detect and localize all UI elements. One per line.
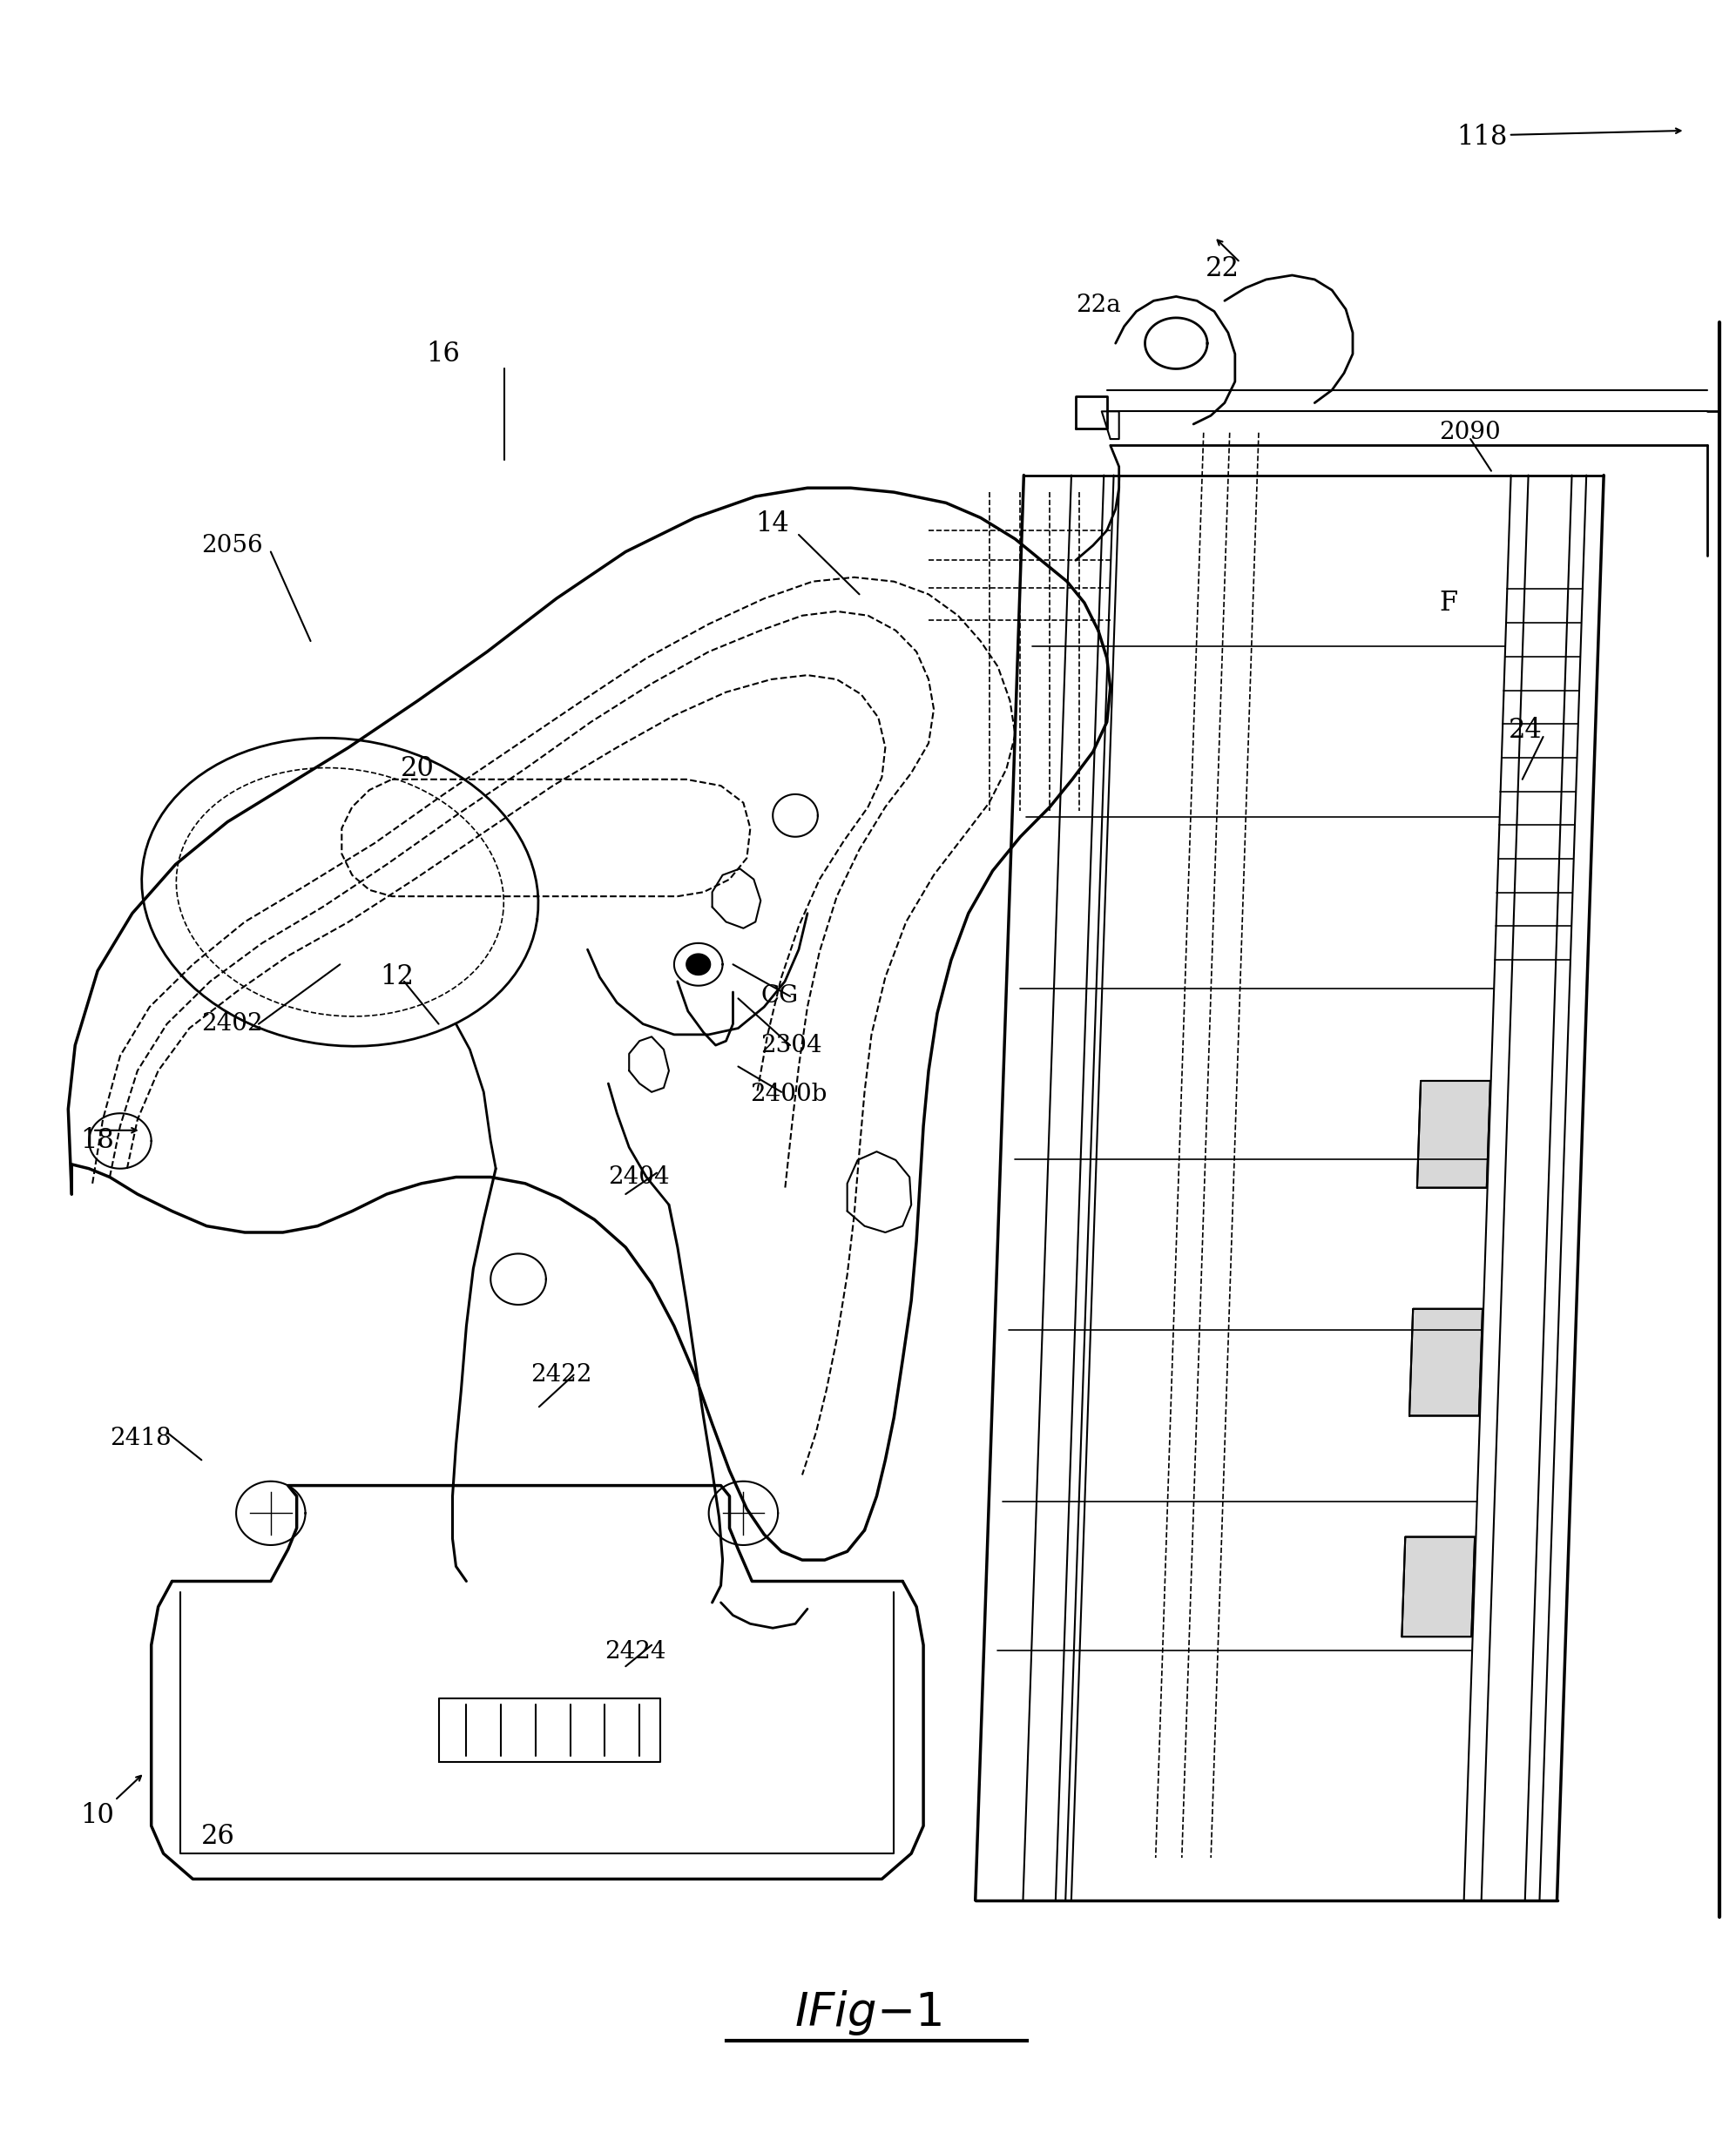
Text: 2090: 2090	[1439, 420, 1502, 444]
Text: 2402: 2402	[201, 1013, 264, 1037]
Text: $\mathit{IFig}$$-1$: $\mathit{IFig}$$-1$	[795, 1988, 941, 2037]
Polygon shape	[686, 953, 710, 975]
Text: 2418: 2418	[109, 1427, 172, 1450]
Polygon shape	[1403, 1538, 1476, 1636]
Text: 22a: 22a	[1076, 292, 1121, 318]
Polygon shape	[1410, 1310, 1483, 1416]
Text: 2424: 2424	[604, 1640, 667, 1664]
Polygon shape	[1417, 1081, 1489, 1188]
Text: 26: 26	[201, 1824, 236, 1849]
Text: 2422: 2422	[531, 1363, 592, 1386]
Text: 24: 24	[1509, 717, 1542, 744]
Text: 22: 22	[1205, 256, 1240, 282]
Text: 12: 12	[380, 964, 413, 990]
Text: 118: 118	[1457, 124, 1507, 151]
Text: 14: 14	[755, 510, 790, 538]
Text: 2404: 2404	[608, 1165, 670, 1188]
Text: 2056: 2056	[201, 533, 264, 557]
Text: 18: 18	[80, 1128, 115, 1154]
Text: 10: 10	[80, 1802, 115, 1828]
Text: F: F	[1439, 589, 1458, 616]
Text: 2400b: 2400b	[750, 1081, 828, 1105]
Text: 2304: 2304	[760, 1035, 823, 1058]
Text: 16: 16	[427, 341, 460, 367]
Text: CG: CG	[760, 985, 799, 1009]
Text: 20: 20	[401, 755, 434, 783]
